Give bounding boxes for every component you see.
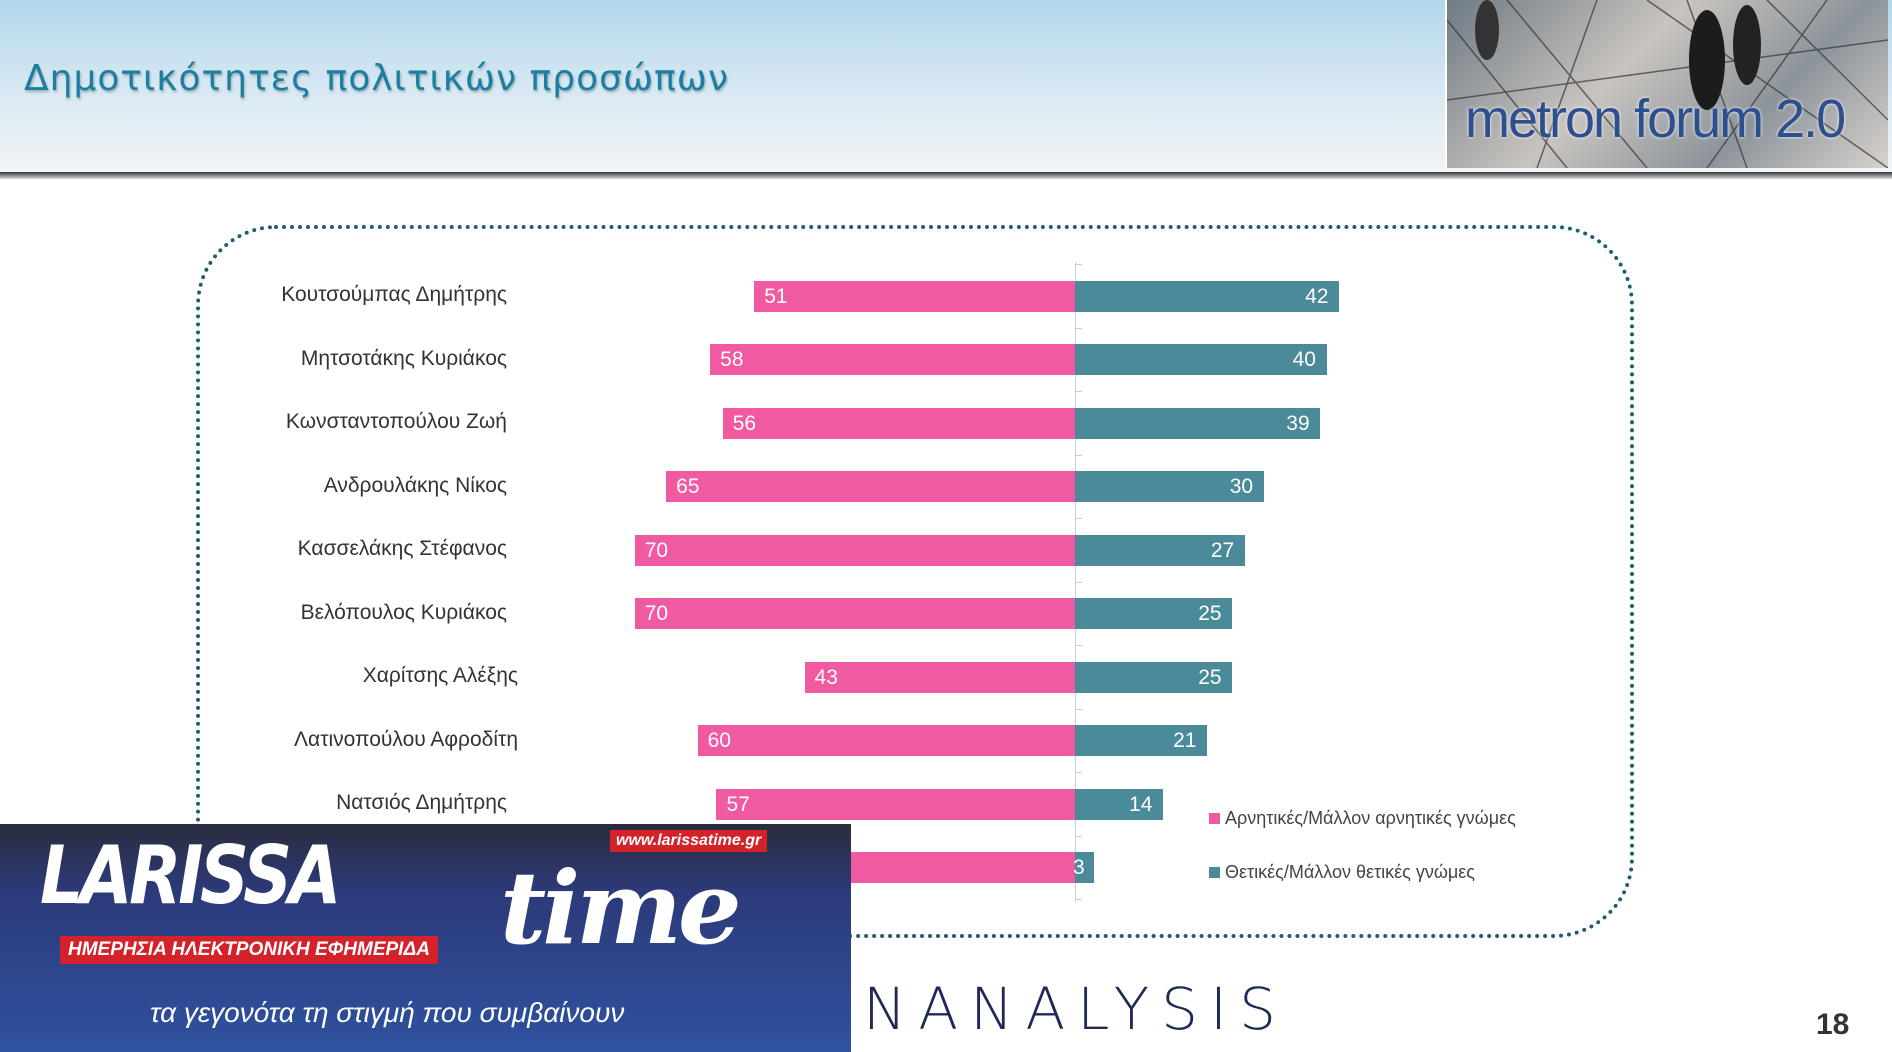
larissatime-banner[interactable]: LARISSA time www.larissatime.gr ΗΜΕΡΗΣΙΑ… [0,824,851,1052]
value-label-positive: 39 [1286,411,1310,435]
legend-label-negative: Αρνητικές/Μάλλον αρνητικές γνώμες [1225,808,1516,828]
bar-negative [634,534,1075,566]
value-label-positive: 27 [1210,538,1235,562]
axis-tick [1076,454,1082,456]
category-label: Ανδρουλάκης Νίκος [323,473,507,497]
bar-positive [1075,788,1164,820]
axis-tick [1076,708,1082,710]
legend-swatch-positive [1209,867,1220,878]
bar-negative [666,471,1075,502]
value-label-positive: 25 [1198,602,1222,625]
category-label: Κασσελάκης Στέφανος [297,537,507,560]
value-label-positive: 42 [1305,284,1329,308]
page-title: Δημοτικότητες πολιτικών προσώπων [24,58,730,99]
value-label-positive: 40 [1292,348,1316,371]
axis-tick [1076,772,1082,774]
value-label-positive: 14 [1129,792,1153,816]
axis-tick [1076,835,1082,837]
bar-positive [1075,598,1233,629]
category-label: Κουτσούμπας Δημήτρης [281,283,507,306]
value-label-negative: 70 [644,602,669,625]
axis-tick [1076,264,1082,266]
axis-tick [1076,645,1082,647]
axis-tick [1076,581,1082,583]
value-label-negative: 60 [707,729,731,752]
axis-tick [1076,899,1082,901]
legend-item-positive: Θετικές/Μάλλον θετικές γνώμες [1209,862,1475,883]
value-label-positive: 25 [1198,665,1222,689]
axis-tick [1076,327,1082,329]
bar-negative [710,344,1075,375]
bar-negative [754,280,1075,312]
value-label-negative: 57 [726,792,750,816]
page-number: 18 [1816,1008,1850,1041]
value-label-positive: 21 [1173,729,1197,752]
bar-positive [1075,534,1245,566]
chart-frame [196,225,1634,938]
axis-tick [1076,391,1082,393]
value-label-negative: 56 [732,411,757,435]
bar-positive [1075,471,1264,502]
category-label: Λατινοπούλου Αφροδίτη [294,727,518,751]
bar-positive [1075,661,1233,693]
value-label-negative: 51 [764,284,788,308]
bar-negative [634,598,1075,629]
logo-pattern [1447,0,1888,168]
bar-positive [1075,344,1327,375]
bar-positive [1075,280,1340,312]
bar-positive [1075,407,1321,439]
bar-negative [722,407,1075,439]
category-label: Κωνσταντοπούλου Ζωή [285,410,507,433]
header-divider [0,172,1892,179]
category-label: Μητσοτάκης Κυριάκος [300,346,507,370]
legend-item-negative: Αρνητικές/Μάλλον αρνητικές γνώμες [1209,808,1516,829]
value-label-negative: 43 [814,665,838,689]
value-label-positive: 30 [1229,475,1254,498]
legend-label-positive: Θετικές/Μάλλον θετικές γνώμες [1225,862,1475,882]
zero-axis [1075,262,1076,902]
value-label-negative: 65 [676,475,700,498]
banner-url[interactable]: www.larissatime.gr [610,830,768,852]
banner-subtitle: ΗΜΕΡΗΣΙΑ ΗΛΕΚΤΡΟΝΙΚΗ ΕΦΗΜΕΡΙΔΑ [60,936,438,964]
analysis-brand: NANALYSIS [863,975,1288,1043]
value-label-negative: 58 [720,348,744,371]
category-label: Χαρίτσης Αλέξης [362,664,518,687]
bar-negative [716,788,1075,820]
metron-forum-logo: metron forum 2.0 [1445,0,1888,168]
category-label: Νατσιός Δημήτρης [336,791,507,814]
value-label-positive: 3 [1073,856,1085,879]
bar-negative [697,725,1075,756]
bar-positive [1075,725,1208,756]
logo-text: metron forum 2.0 [1465,89,1846,149]
bar-positive [1075,852,1094,883]
axis-tick [1076,518,1082,520]
brand-text: NANALYSIS [863,975,1288,1043]
time-logo: time [500,849,742,967]
banner-tagline: τα γεγονότα τη στιγμή που συμβαίνουν [150,997,625,1028]
bar-negative [804,661,1075,693]
category-label: Βελόπουλος Κυριάκος [300,600,507,624]
larissa-logo: LARISSA [40,829,341,922]
value-label-negative: 70 [644,538,669,562]
legend-swatch-negative [1209,813,1220,824]
